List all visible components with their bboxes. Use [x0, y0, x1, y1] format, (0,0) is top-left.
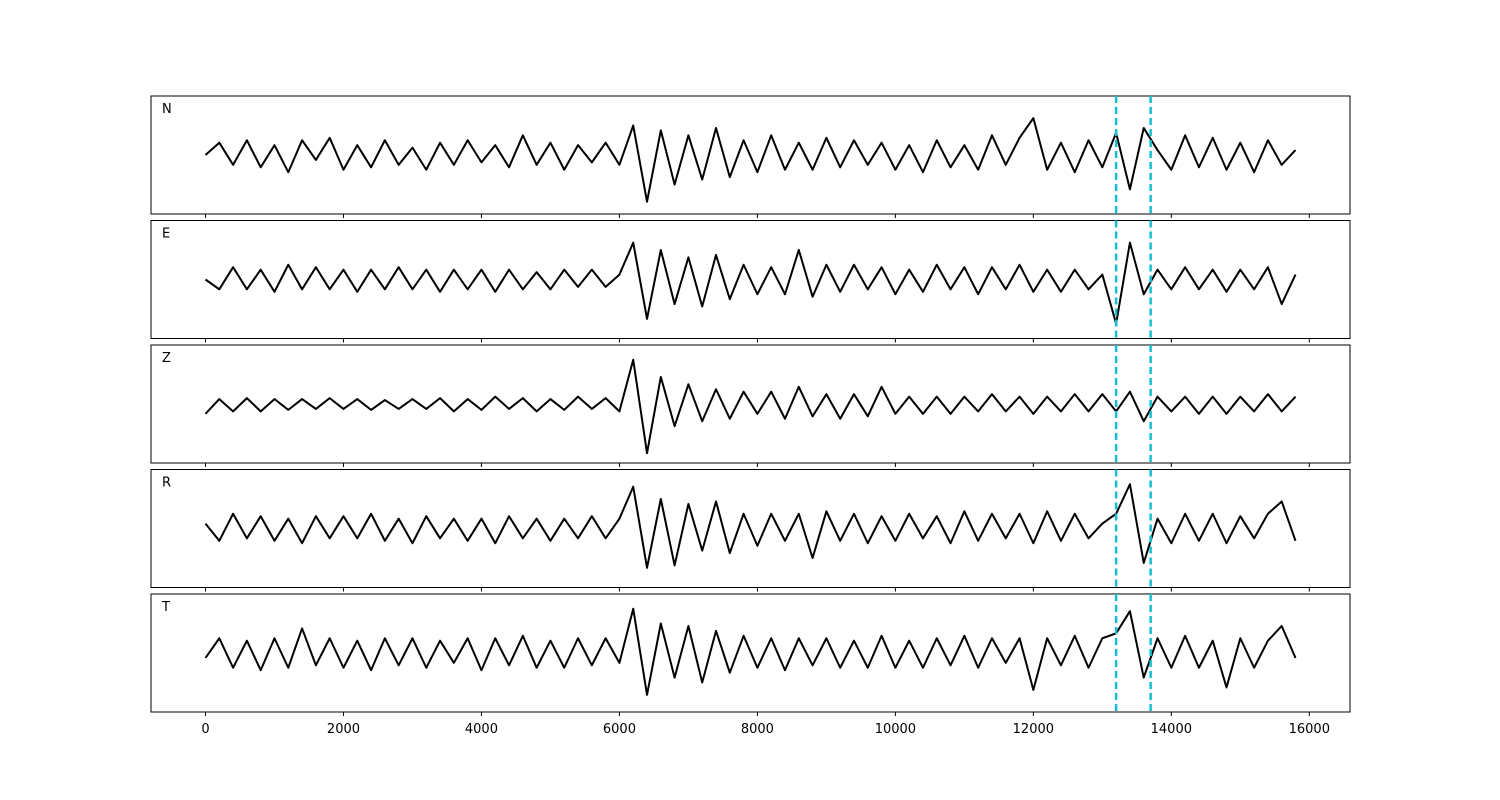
- panel-frame: [150, 469, 1351, 588]
- panel-frame: [150, 593, 1351, 713]
- x-tick-label: 0: [201, 722, 209, 737]
- panel-label: Z: [162, 351, 171, 366]
- trace-line: [204, 483, 1297, 569]
- x-tick-label: 12000: [1013, 722, 1054, 737]
- trace-line: [204, 607, 1297, 696]
- x-tick-label: 4000: [465, 722, 498, 737]
- trace-line: [204, 358, 1297, 455]
- panel-label: E: [162, 227, 170, 242]
- panel-frame: [150, 220, 1351, 339]
- panel-frame: [150, 95, 1351, 215]
- panel-label: R: [162, 476, 171, 491]
- x-tick-label: 14000: [1151, 722, 1192, 737]
- panel-frame: [150, 344, 1351, 464]
- x-tick-label: 10000: [875, 722, 916, 737]
- panel-label: N: [162, 102, 172, 117]
- x-tick-label: 8000: [741, 722, 774, 737]
- x-tick-label: 6000: [603, 722, 636, 737]
- trace-line: [204, 117, 1297, 203]
- x-tick-label: 2000: [327, 722, 360, 737]
- panel-label: T: [161, 600, 170, 615]
- x-tick-label: 16000: [1289, 722, 1330, 737]
- trace-line: [204, 241, 1297, 325]
